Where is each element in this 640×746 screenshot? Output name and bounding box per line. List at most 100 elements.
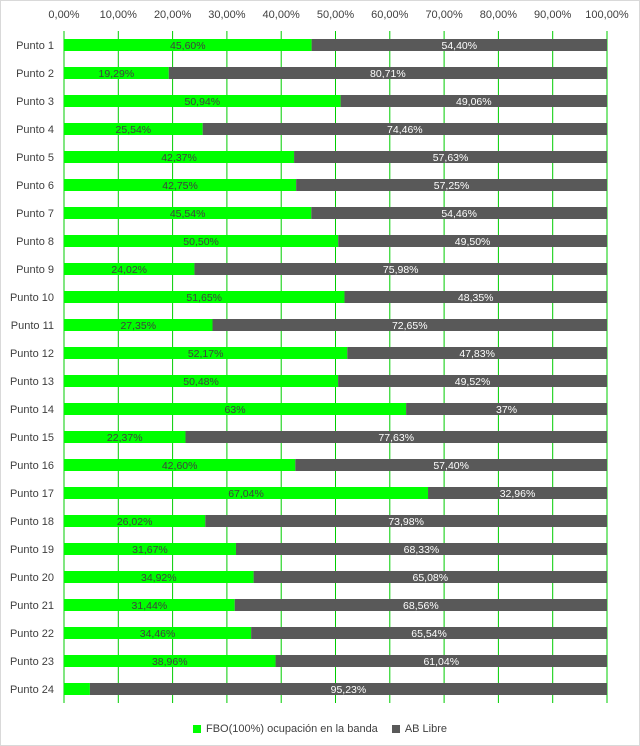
data-label-ab-libre: 65,54%	[411, 628, 447, 640]
legend-item-fbo: FBO(100%) ocupación en la banda	[192, 723, 378, 735]
bar-ab-libre	[212, 319, 607, 331]
bar-fbo	[64, 543, 236, 555]
data-label-ab-libre: 48,35%	[458, 292, 494, 304]
x-tick-label: 60,00%	[371, 9, 409, 21]
category-label: Punto 18	[10, 516, 54, 528]
category-label: Punto 12	[10, 348, 54, 360]
data-label-fbo: 45,54%	[170, 208, 206, 220]
data-label-ab-libre: 57,25%	[434, 180, 470, 192]
x-tick-label: 40,00%	[263, 9, 301, 21]
bar-ab-libre	[253, 571, 607, 583]
bar-fbo	[64, 39, 312, 51]
category-label: Punto 10	[10, 292, 54, 304]
data-label-ab-libre: 74,46%	[387, 124, 423, 136]
bar-ab-libre	[251, 627, 607, 639]
data-label-ab-libre: 54,46%	[441, 208, 477, 220]
bar-fbo	[64, 459, 296, 471]
data-label-fbo: 51,65%	[186, 292, 222, 304]
bar-fbo	[64, 571, 254, 583]
data-label-ab-libre: 49,52%	[455, 376, 491, 388]
bar-ab-libre	[295, 459, 607, 471]
category-label: Punto 3	[16, 96, 54, 108]
bar-fbo	[64, 151, 295, 163]
category-label: Punto 4	[16, 124, 54, 136]
x-tick-label: 0,00%	[48, 9, 79, 21]
bar-fbo	[64, 263, 195, 275]
data-label-fbo: 31,67%	[132, 544, 168, 556]
data-label-ab-libre: 73,98%	[388, 516, 424, 528]
data-label-fbo: 34,46%	[140, 628, 176, 640]
category-label: Punto 24	[10, 684, 54, 696]
legend-swatch-fbo	[192, 725, 201, 733]
data-label-ab-libre: 95,23%	[331, 684, 367, 696]
bar-fbo	[64, 179, 297, 191]
data-label-ab-libre: 57,40%	[433, 460, 469, 472]
data-label-fbo: 38,96%	[152, 656, 188, 668]
bar-ab-libre	[428, 487, 607, 499]
data-label-ab-libre: 49,06%	[456, 96, 492, 108]
bar-ab-libre	[89, 683, 607, 695]
category-label: Punto 8	[16, 236, 54, 248]
data-label-ab-libre: 65,08%	[412, 572, 448, 584]
category-label: Punto 22	[10, 628, 54, 640]
data-label-ab-libre: 49,50%	[455, 236, 491, 248]
bar-ab-libre	[340, 95, 607, 107]
bar-fbo	[64, 347, 348, 359]
category-label: Punto 17	[10, 488, 54, 500]
data-label-ab-libre: 77,63%	[378, 432, 414, 444]
bar-ab-libre	[202, 123, 608, 135]
bar-ab-libre	[234, 599, 608, 611]
data-label-fbo: 26,02%	[117, 516, 153, 528]
x-tick-label: 50,00%	[317, 9, 355, 21]
data-label-fbo: 52,17%	[188, 348, 224, 360]
bar-fbo	[64, 403, 407, 415]
bar-fbo	[64, 123, 203, 135]
bar-ab-libre	[338, 375, 607, 387]
bar-ab-libre	[275, 655, 607, 667]
bar-fbo	[64, 291, 345, 303]
category-label: Punto 23	[10, 656, 54, 668]
data-label-fbo: 50,48%	[183, 376, 219, 388]
bar-fbo	[64, 487, 429, 499]
category-label: Punto 11	[11, 320, 54, 332]
category-label: Punto 7	[16, 208, 54, 220]
legend-swatch-ab-libre	[391, 725, 400, 733]
bar-ab-libre	[205, 515, 607, 527]
data-label-fbo: 19,29%	[99, 68, 135, 80]
category-label: Punto 20	[10, 572, 54, 584]
data-label-fbo: 50,94%	[184, 96, 220, 108]
bar-ab-libre	[406, 403, 607, 415]
data-label-ab-libre: 80,71%	[370, 68, 406, 80]
bar-fbo	[64, 431, 186, 443]
x-tick-label: 10,00%	[100, 9, 138, 21]
legend-label-fbo: FBO(100%) ocupación en la banda	[205, 723, 378, 735]
data-label-fbo: 25,54%	[116, 124, 152, 136]
category-label: Punto 9	[16, 264, 54, 276]
data-label-ab-libre: 37%	[496, 404, 517, 416]
category-label: Punto 1	[16, 40, 54, 52]
bar-fbo	[64, 683, 90, 695]
category-label: Punto 16	[10, 460, 54, 472]
data-label-ab-libre: 68,56%	[403, 600, 439, 612]
bar-ab-libre	[311, 207, 607, 219]
bar-ab-libre	[168, 67, 608, 79]
bar-ab-libre	[296, 179, 607, 191]
category-label: Punto 5	[16, 152, 54, 164]
bar-fbo	[64, 515, 206, 527]
data-label-ab-libre: 75,98%	[383, 264, 419, 276]
x-tick-label: 80,00%	[480, 9, 518, 21]
bar-fbo	[64, 319, 213, 331]
bar-fbo	[64, 627, 252, 639]
data-label-fbo: 42,37%	[161, 152, 197, 164]
bar-ab-libre	[194, 263, 608, 275]
data-label-ab-libre: 72,65%	[392, 320, 428, 332]
bar-fbo	[64, 207, 312, 219]
x-tick-label: 20,00%	[154, 9, 192, 21]
x-tick-label: 70,00%	[425, 9, 463, 21]
category-label: Punto 13	[10, 376, 54, 388]
bar-ab-libre	[294, 151, 607, 163]
data-label-fbo: 42,60%	[162, 460, 198, 472]
data-label-fbo: 31,44%	[132, 600, 168, 612]
bar-fbo	[64, 95, 341, 107]
category-label: Punto 15	[10, 432, 54, 444]
